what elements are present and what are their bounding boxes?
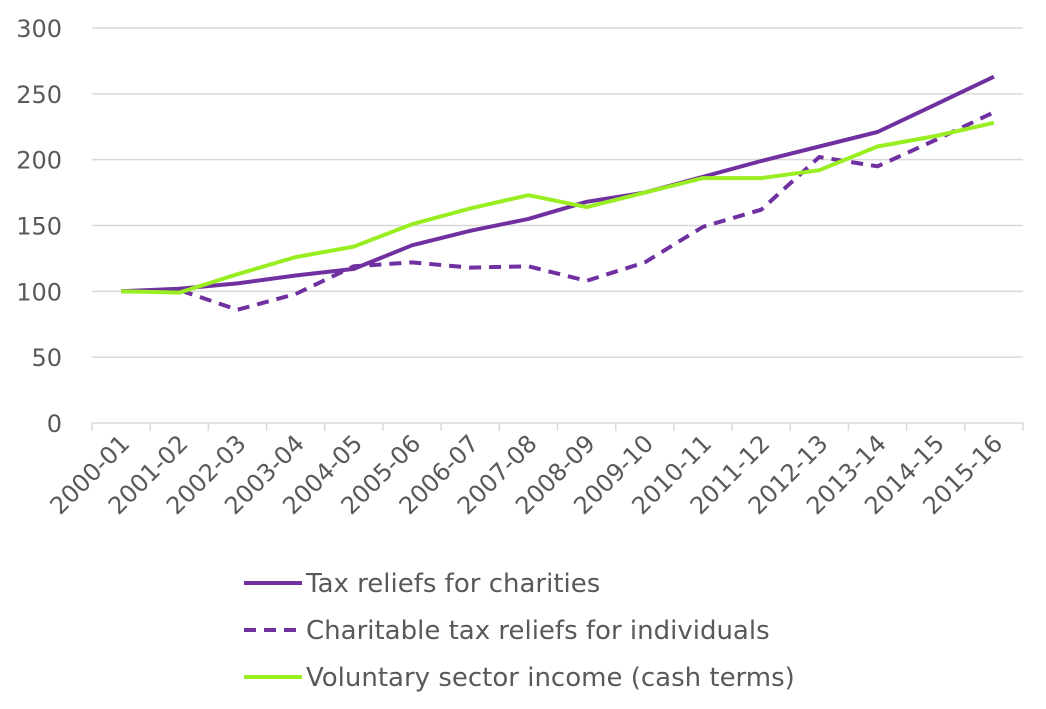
legend-label: Tax reliefs for charities: [305, 569, 600, 599]
gridlines: [92, 27, 1023, 358]
y-tick-label: 100: [16, 278, 62, 306]
x-axis-tick-labels: 2000-012001-022002-032003-042004-052005-…: [45, 429, 1009, 520]
y-tick-label: 150: [16, 213, 62, 241]
y-tick-label: 250: [16, 81, 62, 109]
y-tick-label: 50: [31, 344, 62, 372]
axes: [91, 422, 1024, 431]
legend-label: Voluntary sector income (cash terms): [306, 663, 795, 693]
y-axis-tick-labels: 0 50 100 150 200 250 300: [16, 15, 62, 438]
series-line-tax-reliefs-for-charities: [121, 74, 995, 294]
legend-item: Charitable tax reliefs for individuals: [244, 616, 770, 646]
y-tick-label: 0: [47, 410, 62, 438]
y-tick-label: 200: [16, 147, 62, 175]
series-line-charitable-tax-reliefs-for-individuals: [121, 110, 995, 312]
legend-label: Charitable tax reliefs for individuals: [306, 616, 770, 646]
series-lines: [121, 74, 995, 312]
series-line-voluntary-sector-income: [121, 120, 995, 295]
legend: Tax reliefs for charities Charitable tax …: [244, 569, 795, 693]
legend-item: Tax reliefs for charities: [244, 569, 600, 599]
y-tick-label: 300: [16, 15, 62, 43]
legend-item: Voluntary sector income (cash terms): [244, 663, 795, 693]
